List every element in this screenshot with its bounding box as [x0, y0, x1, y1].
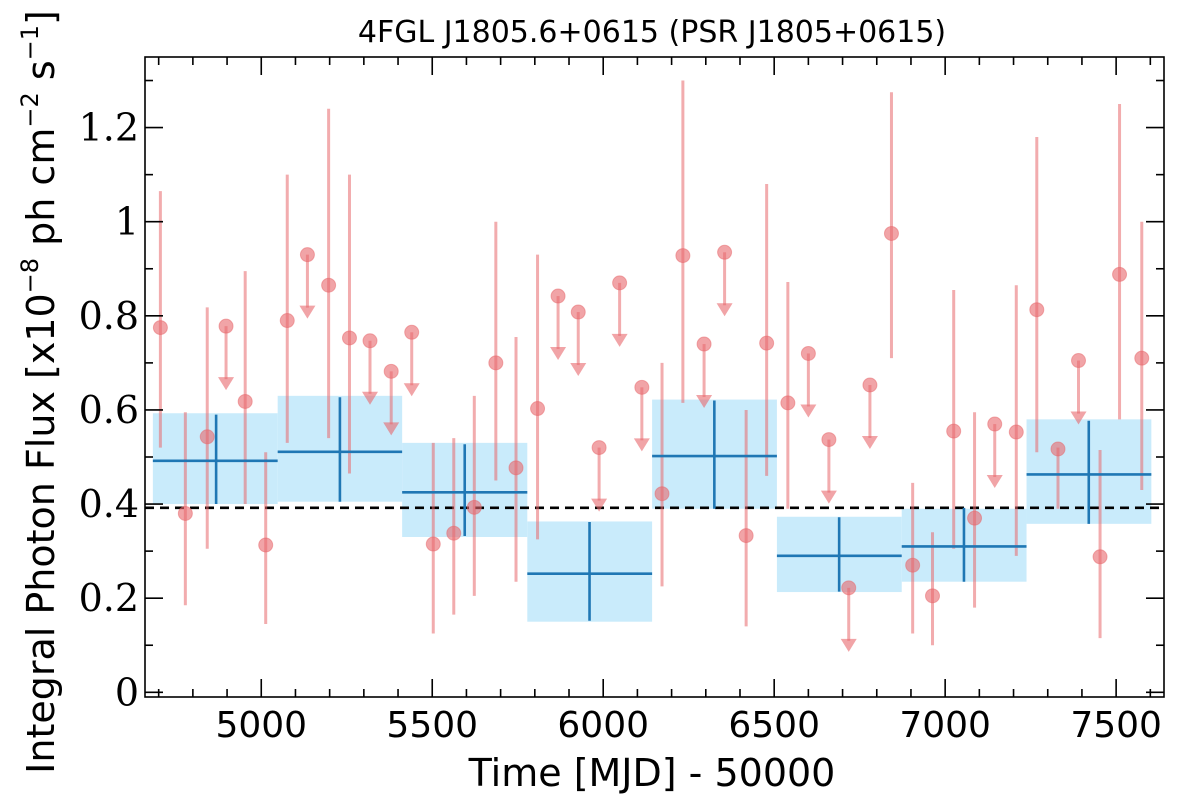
y-axis-label-exponent: −1 — [16, 25, 44, 60]
detection-point — [654, 486, 670, 502]
axis-ticks — [145, 57, 1164, 697]
x-axis-label: Time [MJD] - 50000 — [468, 751, 836, 795]
detection-point — [759, 335, 775, 351]
upper-limit-point — [550, 288, 566, 304]
upper-limit-point — [383, 363, 399, 379]
y-tick-label: 0.8 — [79, 294, 139, 338]
upper-limit-point — [696, 336, 712, 352]
detection-point — [1134, 350, 1150, 366]
upper-limit-arrow — [716, 303, 733, 317]
short-bin-points — [152, 80, 1150, 652]
upper-limit-point — [404, 324, 420, 340]
detection-point — [780, 395, 796, 411]
detection-point — [177, 505, 193, 521]
upper-limit-point — [634, 379, 650, 395]
detection-point — [488, 355, 504, 371]
long-bin-markers — [152, 397, 1152, 621]
detection-point — [1092, 549, 1108, 565]
y-axis-label-part: ] — [19, 10, 63, 25]
detection-point — [508, 460, 524, 476]
detection-point — [967, 510, 983, 526]
x-tick-label: 6500 — [728, 705, 820, 746]
upper-limit-arrow — [550, 347, 567, 361]
upper-limit-point — [591, 440, 607, 456]
y-axis-label-part: Integral Photon Flux [x10 — [19, 293, 63, 774]
x-tick-label: 7500 — [1070, 705, 1162, 746]
upper-limit-point — [1071, 353, 1087, 369]
detection-point — [1029, 302, 1045, 318]
upper-limit-point — [717, 244, 733, 260]
plot-frame — [144, 56, 1165, 698]
upper-limit-arrow — [820, 490, 837, 504]
upper-limit-arrow — [1070, 411, 1087, 425]
upper-limit-arrow — [570, 363, 587, 377]
detection-point — [883, 225, 899, 241]
detection-point — [446, 525, 462, 541]
chart-title: 4FGL J1805.6+0615 (PSR J1805+0615) — [358, 15, 946, 50]
detection-point — [199, 429, 215, 445]
upper-limit-arrow — [633, 438, 650, 452]
detection-point — [279, 313, 295, 329]
detection-point — [425, 536, 441, 552]
upper-limit-point — [570, 304, 586, 320]
upper-limit-point — [612, 275, 628, 291]
y-axis-label-exponent: −2 — [16, 92, 44, 127]
detection-point — [738, 528, 754, 544]
tick-labels: 5000 5500 6000 6500 7000 7500 0 0.2 0.4 0.6 0.8 1 1.… — [79, 106, 1162, 746]
upper-limit-point — [862, 377, 878, 393]
y-axis-label-exponent: −8 — [16, 258, 44, 293]
upper-limit-arrow — [696, 395, 713, 409]
upper-limit-point — [987, 416, 1003, 432]
y-axis-label-part: ph cm — [19, 128, 63, 258]
detection-point — [1112, 266, 1128, 282]
x-tick-label: 5500 — [386, 705, 478, 746]
y-axis-label-part: s — [19, 60, 63, 92]
upper-limit-arrow — [840, 638, 857, 652]
upper-limit-point — [299, 247, 315, 263]
y-tick-label: 0.4 — [79, 482, 139, 526]
detection-point — [946, 423, 962, 439]
upper-limit-arrow — [591, 498, 608, 512]
detection-point — [1008, 424, 1024, 440]
upper-limit-point — [218, 318, 234, 334]
upper-limit-arrow — [800, 404, 817, 418]
upper-limit-arrow — [861, 436, 878, 449]
x-tick-label: 6000 — [557, 705, 649, 746]
y-tick-label: 0 — [115, 670, 139, 714]
detection-point — [925, 588, 941, 604]
detection-point — [152, 320, 168, 336]
detection-point — [237, 393, 253, 409]
x-tick-label: 7000 — [899, 705, 991, 746]
y-tick-label: 0.6 — [79, 388, 139, 432]
y-tick-label: 1 — [115, 200, 139, 244]
upper-limit-point — [362, 333, 378, 349]
upper-limit-point — [821, 432, 837, 448]
upper-limit-arrow — [299, 305, 316, 319]
upper-limit-arrow — [986, 475, 1003, 489]
upper-limit-arrow — [218, 377, 235, 391]
detection-point — [1050, 441, 1066, 457]
upper-limit-arrow — [383, 422, 400, 436]
detection-point — [341, 330, 357, 346]
upper-limit-arrow — [362, 391, 379, 405]
x-tick-label: 5000 — [215, 705, 307, 746]
y-axis-label: Integral Photon Flux [x10−8 ph cm−2 s−1] — [16, 10, 63, 774]
y-tick-label: 0.2 — [79, 576, 139, 620]
detection-point — [530, 401, 546, 417]
detection-point — [905, 557, 921, 573]
detection-point — [466, 499, 482, 515]
upper-limit-arrow — [403, 383, 420, 397]
upper-limit-point — [800, 345, 816, 361]
upper-limit-point — [841, 580, 857, 596]
y-tick-label: 1.2 — [79, 106, 139, 150]
upper-limit-arrow — [611, 333, 628, 347]
detection-point — [675, 248, 691, 264]
detection-point — [321, 277, 337, 293]
detection-point — [258, 537, 274, 553]
